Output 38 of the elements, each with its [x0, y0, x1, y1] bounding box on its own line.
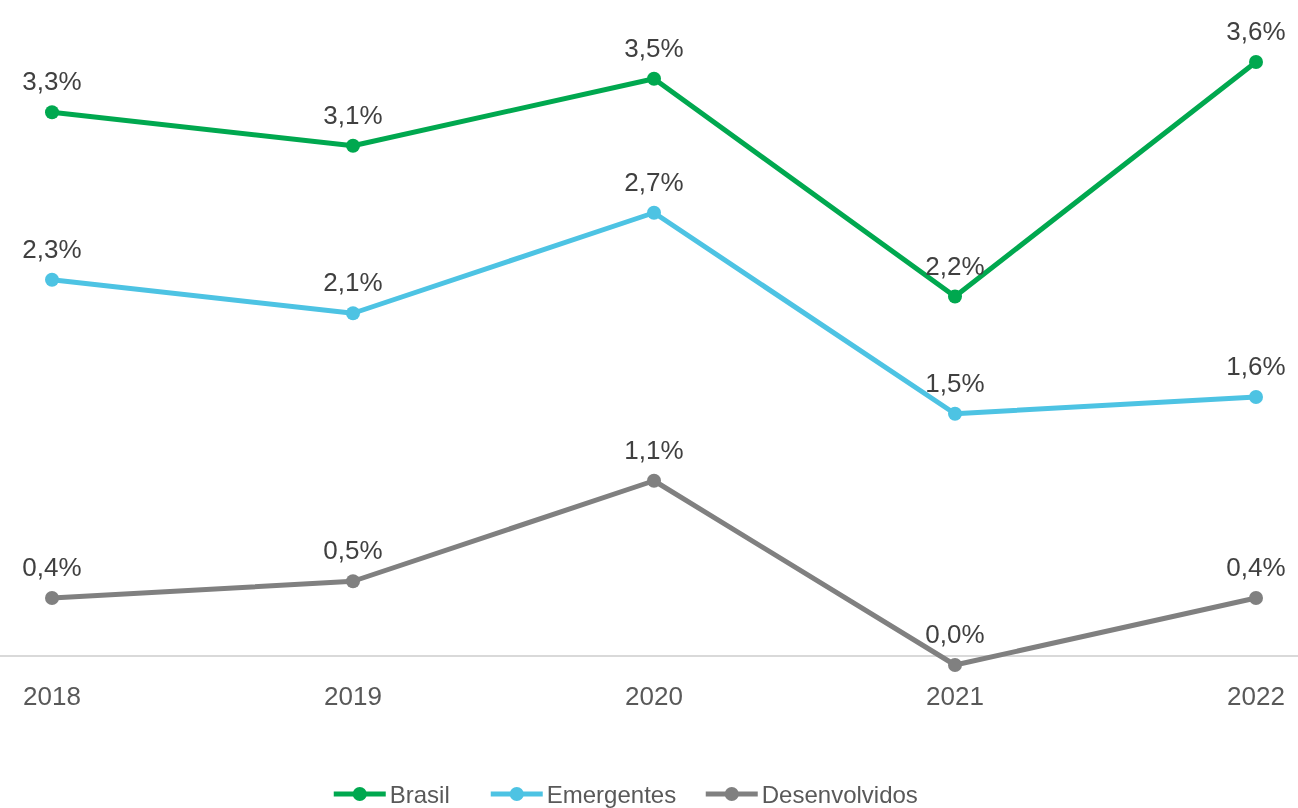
data-label: 1,6%: [1226, 351, 1286, 381]
point: [346, 138, 360, 153]
point: [647, 473, 661, 488]
data-label: 2,2%: [925, 250, 985, 281]
legend-label: Desenvolvidos: [761, 781, 918, 808]
point: [45, 105, 59, 120]
data-label: 1,1%: [624, 434, 684, 465]
point: [948, 406, 962, 421]
x-tick-label: 2021: [926, 681, 984, 711]
data-label: 0,0%: [925, 619, 985, 649]
point: [1249, 591, 1263, 605]
data-label: 3,6%: [1226, 16, 1286, 46]
point: [346, 574, 360, 589]
data-label: 1,5%: [925, 367, 985, 398]
data-label: 3,5%: [624, 32, 684, 63]
x-tick-label: 2018: [23, 681, 81, 711]
point: [45, 272, 59, 287]
x-tick-label: 2022: [1227, 681, 1285, 711]
point: [346, 306, 360, 321]
data-label: 3,3%: [22, 66, 82, 97]
data-label: 2,3%: [22, 233, 82, 264]
data-label: 0,5%: [323, 535, 383, 566]
legend-label: Emergentes: [546, 781, 677, 808]
legend-label: Brasil: [389, 781, 450, 808]
x-tick-label: 2019: [324, 681, 382, 711]
point: [948, 658, 962, 672]
point: [647, 71, 661, 86]
point: [948, 289, 962, 304]
point: [1249, 55, 1263, 69]
point: [1249, 390, 1263, 404]
data-label: 2,1%: [323, 267, 383, 298]
data-label: 3,1%: [323, 99, 383, 130]
point: [647, 205, 661, 220]
point: [45, 591, 59, 605]
data-label: 2,7%: [624, 166, 684, 197]
x-tick-label: 2020: [625, 681, 683, 711]
data-label: 0,4%: [1226, 552, 1286, 582]
data-label: 0,4%: [22, 552, 82, 582]
